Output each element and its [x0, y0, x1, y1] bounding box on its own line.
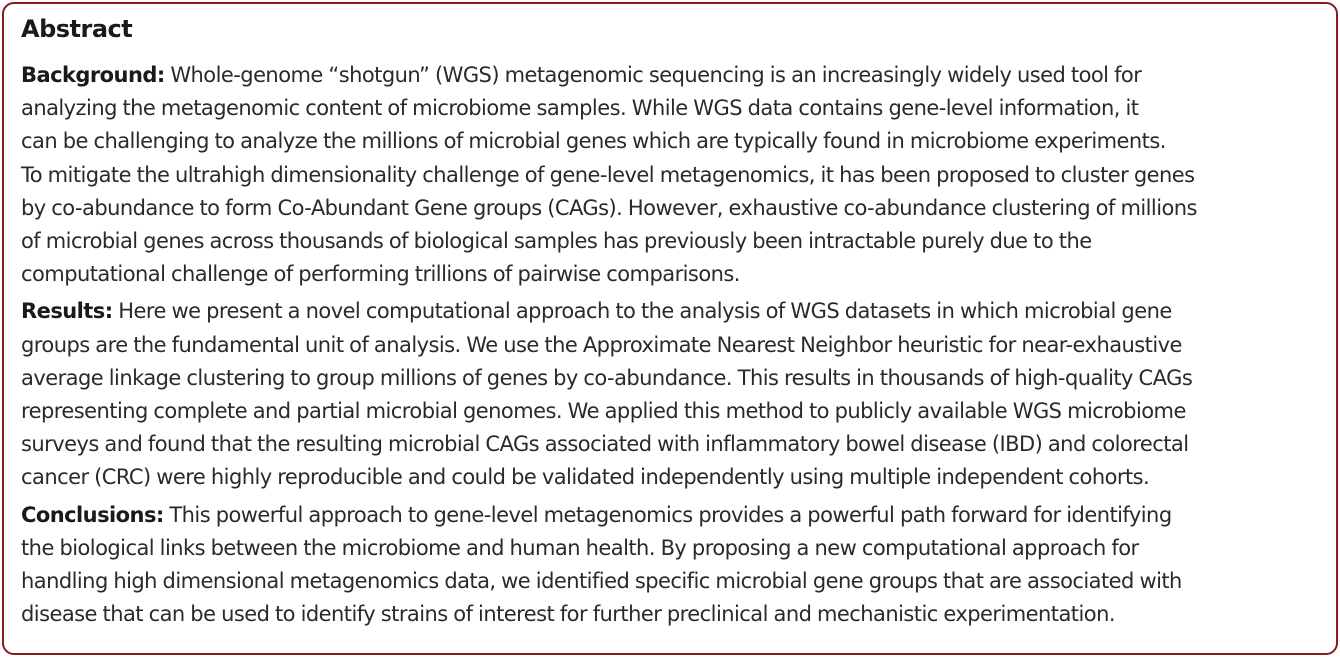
background-text-line-2: analyzing the metagenomic content of mic…	[21, 96, 1139, 121]
results-text-line-2: groups are the fundamental unit of analy…	[21, 332, 1182, 357]
results-text-line-6: cancer (CRC) were highly reproducible an…	[21, 465, 1150, 490]
conclusions-text-line-1: This powerful approach to gene-level met…	[163, 502, 1172, 527]
results-text-line-4: representing complete and partial microb…	[21, 399, 1186, 424]
results-text-line-1: Here we present a novel computational ap…	[112, 299, 1172, 324]
background-text-line-1: Whole-genome “shotgun” (WGS) metagenomic…	[164, 63, 1142, 87]
background-text-line-5: by co-abundance to form Co-Abundant Gene…	[21, 195, 1198, 220]
abstract-title: Abstract	[21, 15, 133, 43]
background-text-line-6: of microbial genes across thousands of b…	[21, 229, 1092, 254]
background-section: Background: Whole-genome “shotgun” (WGS)…	[21, 59, 1320, 291]
results-text-line-5: surveys and found that the resulting mic…	[21, 432, 1189, 457]
background-text-line-3: can be challenging to analyze the millio…	[21, 129, 1166, 154]
conclusions-text-line-4: disease that can be used to identify str…	[21, 602, 1116, 627]
conclusions-line-1: Conclusions: This powerful approach to g…	[21, 499, 1320, 532]
conclusions-text-line-3: handling high dimensional metagenomics d…	[21, 569, 1182, 594]
results-label: Results:	[21, 299, 113, 324]
conclusions-text-line-2: the biological links between the microbi…	[21, 535, 1139, 560]
background-line-1: Background: Whole-genome “shotgun” (WGS)…	[21, 59, 1320, 92]
background-text-line-7: computational challenge of performing tr…	[21, 262, 740, 287]
results-line-1: Results: Here we present a novel computa…	[21, 295, 1320, 328]
results-section: Results: Here we present a novel computa…	[21, 295, 1320, 494]
conclusions-label: Conclusions:	[21, 502, 164, 527]
background-text-line-4: To mitigate the ultrahigh dimensionality…	[21, 162, 1195, 187]
background-label: Background:	[21, 63, 165, 87]
conclusions-section: Conclusions: This powerful approach to g…	[21, 499, 1320, 632]
results-text-line-3: average linkage clustering to group mill…	[21, 365, 1193, 390]
